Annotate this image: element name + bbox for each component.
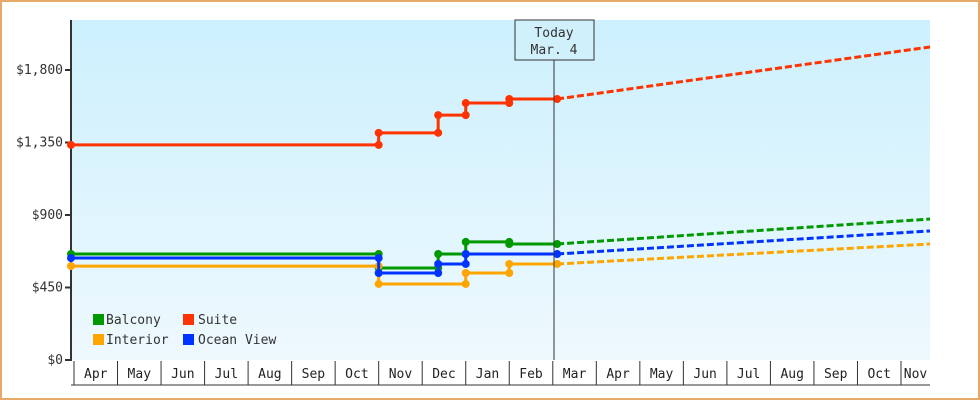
legend-item-ocean-view: Ocean View: [183, 333, 276, 348]
legend-swatch-suite: [183, 314, 194, 325]
x-month-label: Jul: [737, 367, 760, 382]
legend-item-balcony: Balcony: [93, 313, 161, 328]
data-point: [461, 99, 470, 108]
y-tick-label: $900: [32, 208, 63, 223]
x-month-label: Jun: [693, 367, 716, 382]
x-month-label: Nov: [904, 367, 928, 382]
x-month-label: Jan: [476, 367, 499, 382]
x-month-label: Jul: [215, 367, 238, 382]
data-point: [461, 249, 470, 258]
data-point: [374, 254, 383, 263]
x-month-label: Dec: [432, 367, 455, 382]
y-tick-label: $1,350: [16, 136, 63, 151]
legend-label-suite: Suite: [198, 313, 237, 328]
x-month-label: Nov: [389, 367, 413, 382]
data-point: [461, 259, 470, 268]
legend-swatch-balcony: [93, 314, 104, 325]
x-month-label: May: [650, 367, 674, 382]
x-month-label: Oct: [345, 367, 368, 382]
y-tick-label: $1,800: [16, 63, 63, 78]
data-point: [553, 95, 562, 103]
data-point: [553, 249, 562, 258]
today-date: Mar. 4: [531, 43, 578, 58]
legend-label-interior: Interior: [106, 333, 169, 348]
x-month-label: Apr: [606, 367, 630, 382]
legend-swatch-ocean-view: [183, 334, 194, 345]
legend-item-interior: Interior: [93, 333, 169, 348]
data-point: [374, 128, 383, 137]
x-month-label: Mar: [563, 367, 587, 382]
plot-area: [71, 20, 930, 360]
data-point: [434, 269, 443, 277]
x-month-label: Feb: [519, 367, 543, 382]
data-point: [461, 279, 470, 288]
data-point: [434, 249, 443, 258]
data-point: [434, 128, 443, 137]
x-axis: Apr May Jun Jul Aug Sep Oct Nov Dec Jan Feb Mar Apr M…: [71, 361, 930, 386]
today-label: Today: [534, 26, 573, 41]
x-month-label: Sep: [302, 367, 326, 382]
x-month-label: Apr: [84, 367, 108, 382]
data-point: [434, 111, 443, 120]
data-point: [553, 259, 562, 268]
x-month-label: May: [128, 367, 152, 382]
x-month-label: Aug: [780, 367, 803, 382]
data-point: [505, 240, 514, 248]
series-ocean-view: [67, 229, 931, 277]
legend-label-ocean-view: Ocean View: [198, 333, 276, 348]
data-point: [505, 269, 514, 277]
data-point: [505, 95, 514, 103]
data-point: [67, 254, 75, 263]
legend-item-suite: Suite: [183, 313, 237, 328]
legend-swatch-interior: [93, 334, 104, 345]
data-point: [374, 279, 383, 288]
data-point: [67, 262, 75, 271]
data-point: [461, 111, 470, 120]
x-month-label: Jun: [171, 367, 194, 382]
y-axis: $0 $450 $900 $1,350 $1,800: [16, 20, 72, 368]
data-point: [374, 269, 383, 277]
data-point: [461, 237, 470, 246]
series-suite: [67, 45, 931, 149]
data-point: [505, 259, 514, 268]
x-month-label: Oct: [867, 367, 890, 382]
x-month-label: Sep: [824, 367, 848, 382]
y-tick-label: $0: [47, 353, 63, 368]
legend: Balcony Suite Interior Ocean View: [93, 313, 276, 348]
data-point: [67, 140, 75, 149]
today-marker: Today Mar. 4: [514, 19, 595, 360]
series-lines: [67, 45, 931, 288]
data-point: [553, 240, 562, 248]
data-point: [434, 259, 443, 268]
data-point: [374, 140, 383, 149]
x-month-label: Aug: [258, 367, 281, 382]
legend-label-balcony: Balcony: [106, 313, 161, 328]
y-tick-label: $450: [32, 281, 63, 296]
data-point: [461, 269, 470, 277]
